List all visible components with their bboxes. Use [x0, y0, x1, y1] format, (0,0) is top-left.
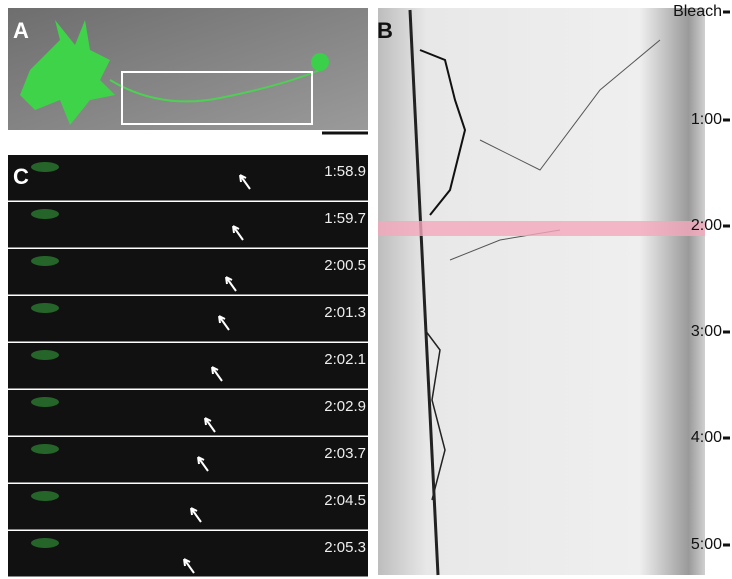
frame-time: 2:01.3 — [324, 304, 366, 321]
cell-signal — [31, 397, 59, 407]
cell-signal — [31, 350, 59, 360]
cell-signal — [31, 491, 59, 501]
figure: A B Bleach1:002:003:004:005:00 1:58.91:5… — [0, 0, 732, 579]
frame — [8, 390, 368, 436]
panel-label: B — [377, 18, 393, 43]
highlight-band — [378, 221, 705, 236]
time-label: 1:00 — [691, 111, 722, 128]
frame-time: 2:02.9 — [324, 398, 366, 415]
frame — [8, 437, 368, 483]
frame-time: 2:05.3 — [324, 539, 366, 556]
panel-c: 1:58.9 1:59.7 2:00.5 2:01.3 2:02.1 2:02.9 2:03… — [8, 155, 368, 577]
frame — [8, 296, 368, 342]
time-label: 5:00 — [691, 536, 722, 553]
panel-label: C — [13, 164, 29, 189]
frame — [8, 531, 368, 577]
cell-signal — [31, 303, 59, 313]
cell-signal — [31, 209, 59, 219]
frame-time: 2:04.5 — [324, 492, 366, 509]
panel-label: A — [13, 18, 29, 43]
growth-cone — [311, 53, 329, 71]
cell-signal — [31, 444, 59, 454]
time-label: Bleach — [673, 3, 722, 20]
frame — [8, 202, 368, 248]
frame — [8, 155, 368, 201]
frame-time: 2:00.5 — [324, 257, 366, 274]
time-label: 2:00 — [691, 217, 722, 234]
panel-b: B Bleach 1:00 2:00 3:00 4:00 5:00 — [377, 3, 730, 575]
frame — [8, 343, 368, 389]
frame — [8, 249, 368, 295]
frame — [8, 484, 368, 530]
cell-signal — [31, 538, 59, 548]
frame-time: 2:02.1 — [324, 351, 366, 368]
time-label: 3:00 — [691, 323, 722, 340]
time-label: 4:00 — [691, 429, 722, 446]
kymograph — [378, 8, 705, 575]
frame-time: 1:58.9 — [324, 163, 366, 180]
panel-a: A — [8, 8, 368, 133]
frame-time: 1:59.7 — [324, 210, 366, 227]
frame-time: 2:03.7 — [324, 445, 366, 462]
cell-signal — [31, 256, 59, 266]
cell-signal — [31, 162, 59, 172]
